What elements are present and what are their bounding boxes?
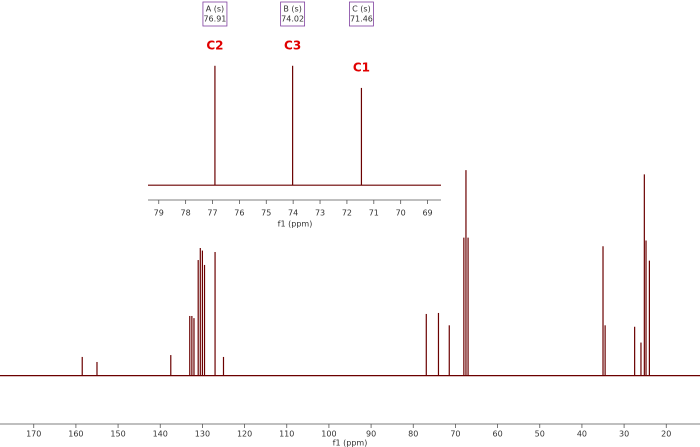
x-tick-label: 79: [154, 209, 164, 218]
x-axis-label: f1 (ppm): [333, 439, 368, 447]
x-axis-label: f1 (ppm): [278, 220, 313, 229]
x-tick-label: 60: [492, 430, 502, 439]
x-tick-label: 70: [396, 209, 406, 218]
x-tick-label: 74: [288, 209, 298, 218]
x-tick-label: 50: [535, 430, 545, 439]
x-tick-label: 80: [408, 430, 418, 439]
carbon-label: C1: [353, 60, 370, 74]
x-tick-label: 170: [26, 430, 41, 439]
x-tick-label: 77: [207, 209, 217, 218]
x-tick-label: 78: [181, 209, 191, 218]
x-tick-label: 20: [661, 430, 671, 439]
carbon-label: C2: [206, 38, 223, 52]
x-tick-label: 160: [68, 430, 83, 439]
x-tick-label: 72: [342, 209, 352, 218]
x-tick-label: 120: [237, 430, 252, 439]
peak-shift: 71.46: [350, 15, 373, 24]
peak-name: B (s): [283, 5, 301, 14]
peak-label-box: [349, 1, 374, 27]
x-tick-label: 150: [110, 430, 125, 439]
x-tick-label: 76: [234, 209, 244, 218]
peak-shift: 76.91: [203, 15, 226, 24]
x-tick-label: 75: [261, 209, 271, 218]
x-tick-label: 40: [577, 430, 587, 439]
peak-shift: 74.02: [281, 15, 304, 24]
x-tick-label: 130: [195, 430, 210, 439]
peak-name: C (s): [352, 5, 371, 14]
x-tick-label: 100: [321, 430, 336, 439]
x-tick-label: 110: [279, 430, 294, 439]
peak-label-box: [280, 1, 306, 27]
carbon-label: C3: [284, 38, 301, 52]
x-tick-label: 71: [369, 209, 379, 218]
peak-label-box: [202, 1, 228, 27]
x-tick-label: 70: [450, 430, 460, 439]
peak-name: A (s): [206, 5, 224, 14]
x-tick-label: 30: [619, 430, 629, 439]
x-tick-label: 90: [366, 430, 376, 439]
x-tick-label: 140: [153, 430, 168, 439]
x-tick-label: 69: [422, 209, 432, 218]
x-tick-label: 73: [315, 209, 325, 218]
